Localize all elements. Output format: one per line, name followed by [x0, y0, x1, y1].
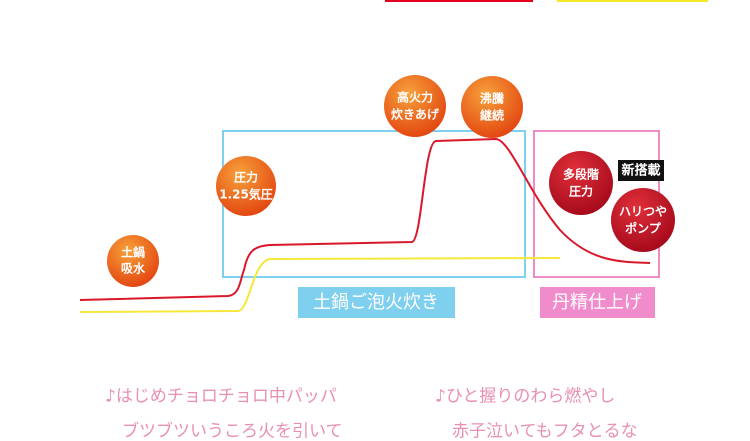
top-bar [557, 0, 708, 2]
lyric: 赤子泣いてもフタとるな [452, 422, 638, 441]
lyric: ♪ひと握りのわら燃やし [435, 387, 615, 407]
phase-label [298, 287, 455, 318]
node: 多段階 圧力 [549, 151, 613, 215]
phase-label [540, 287, 655, 318]
badge-text: 新搭載 [621, 163, 660, 179]
node-text: 1.25気圧 [219, 187, 273, 202]
lyric: ♪はじめチョロチョロ中パッパ [105, 387, 337, 407]
node-text: ハリつや [619, 205, 667, 219]
node: 高火力 炊きあげ [384, 75, 446, 137]
bubble [549, 151, 613, 215]
node-text: 圧力 [569, 184, 593, 199]
badge [618, 160, 664, 181]
phase-label-text: 丹精仕上げ [552, 292, 642, 313]
bubble [107, 235, 159, 287]
node-text: 沸騰 [480, 91, 505, 106]
curve [79, 257, 561, 313]
node-text: 吸水 [121, 261, 146, 276]
node-text: 高火力 [397, 90, 433, 105]
node: 土鍋 吸水 [107, 235, 159, 287]
top-bar [385, 0, 533, 2]
bubble [461, 76, 523, 138]
curve [79, 137, 651, 301]
node-text: 圧力 [234, 170, 258, 185]
node: 圧力 1.25気圧 [216, 156, 276, 216]
node-text: ポンプ [625, 221, 662, 236]
bubble [611, 188, 675, 252]
node: ハリつや ポンプ [611, 188, 675, 252]
node: 沸騰 継続 [461, 76, 523, 138]
node-text: 多段階 [563, 167, 599, 182]
node-text: 土鍋 [121, 245, 145, 260]
lyric: ブツブツいうころ火を引いて [122, 421, 343, 441]
bubble [216, 156, 276, 216]
node-text: 炊きあげ [391, 107, 440, 122]
bubble [384, 75, 446, 137]
node-text: 継続 [480, 108, 504, 123]
phase-label-text: 土鍋ご泡火炊き [313, 292, 439, 313]
